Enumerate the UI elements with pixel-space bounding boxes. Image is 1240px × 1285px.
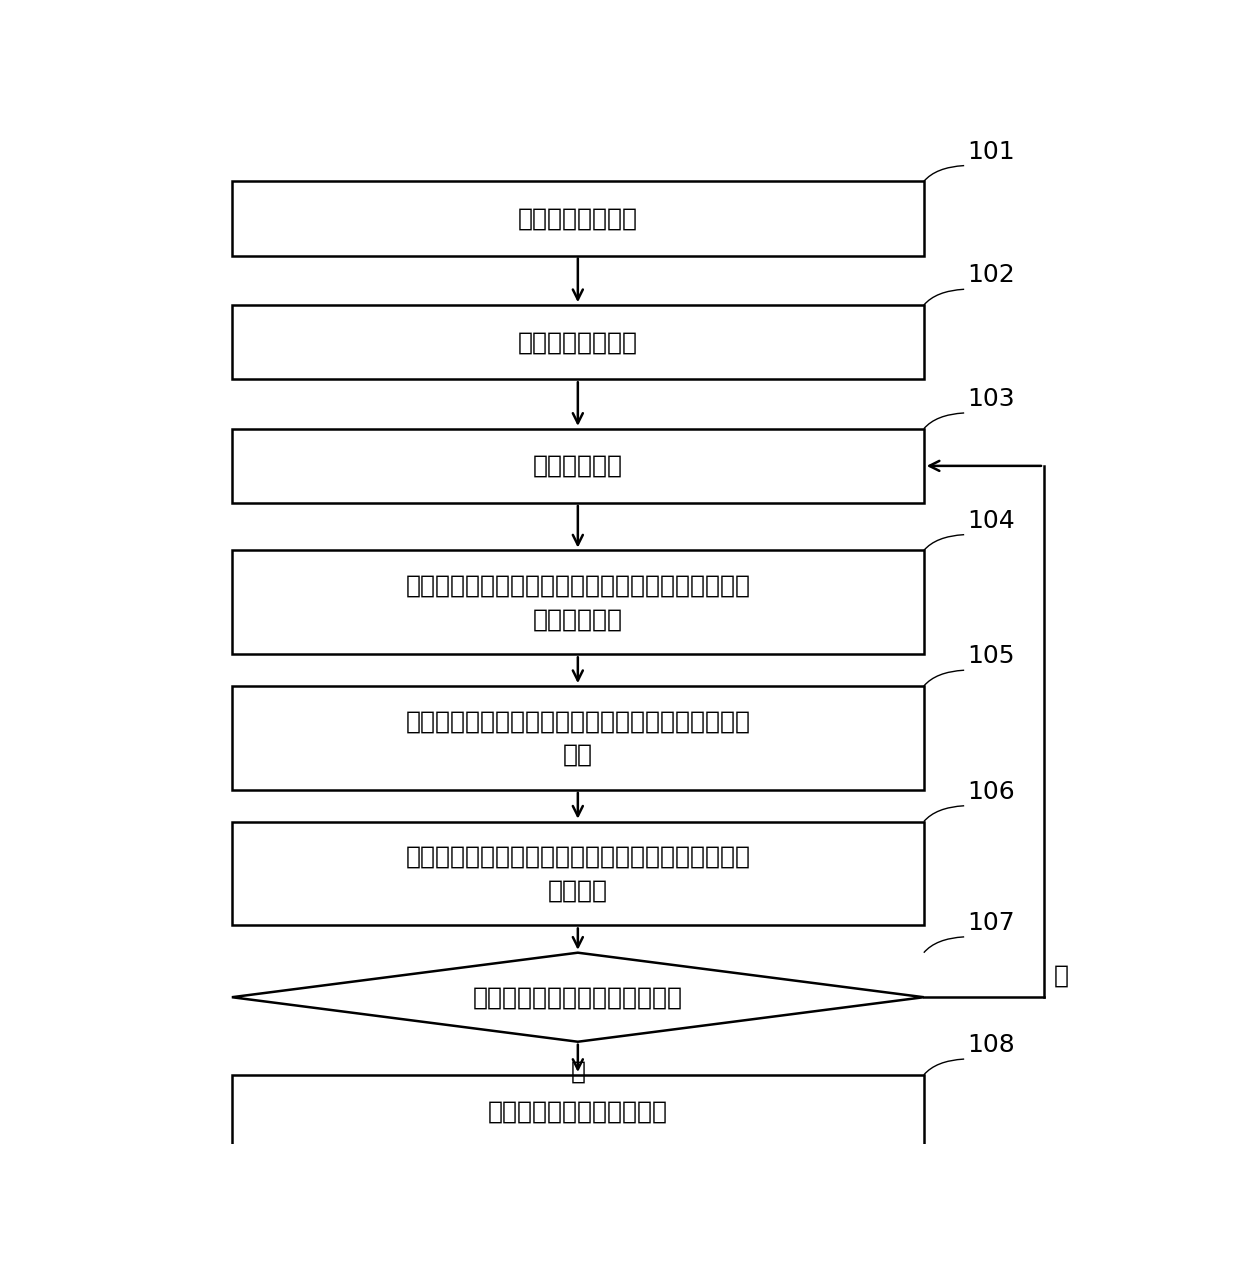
Bar (232, 181, 924, 256)
Text: 104: 104 (967, 509, 1014, 533)
Text: 根据所述车辆属性，确定车辆在所述停车诱导区域的
当前划分区域: 根据所述车辆属性，确定车辆在所述停车诱导区域的 当前划分区域 (405, 573, 750, 631)
Text: 105: 105 (967, 644, 1014, 668)
Text: 根据所述车辆更新位置更新所述停车诱导区域的可用
泊位数量: 根据所述车辆更新位置更新所述停车诱导区域的可用 泊位数量 (405, 844, 750, 902)
Bar (232, 305, 924, 379)
Text: 仿真时间大于所述最大仿真时间: 仿真时间大于所述最大仿真时间 (472, 986, 683, 1009)
Text: 102: 102 (967, 263, 1014, 288)
Text: 停止更新所述可用泊位数量: 停止更新所述可用泊位数量 (487, 1100, 668, 1124)
Text: 否: 否 (1054, 964, 1069, 987)
Polygon shape (232, 952, 924, 1042)
Text: 106: 106 (967, 780, 1014, 804)
Text: 是: 是 (570, 1060, 585, 1083)
Bar (232, 1074, 924, 1149)
Text: 确定停车诱导区域: 确定停车诱导区域 (518, 207, 637, 230)
Bar (232, 821, 924, 925)
Text: 103: 103 (967, 387, 1014, 411)
Bar (232, 550, 924, 654)
Bar (232, 686, 924, 790)
Bar (232, 429, 924, 502)
Text: 对车辆的所述当前划分区域进行更新，得到车辆更新
位置: 对车辆的所述当前划分区域进行更新，得到车辆更新 位置 (405, 709, 750, 767)
Text: 107: 107 (967, 911, 1014, 935)
Text: 获取最大仿真时间: 获取最大仿真时间 (518, 330, 637, 355)
Text: 101: 101 (967, 140, 1014, 163)
Text: 108: 108 (967, 1033, 1014, 1058)
Text: 获取车辆属性: 获取车辆属性 (533, 454, 622, 478)
